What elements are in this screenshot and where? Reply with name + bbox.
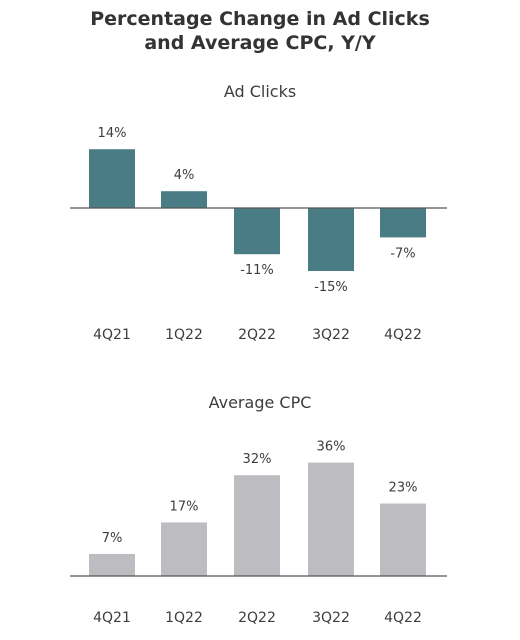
figure-title-line-1: Percentage Change in Ad Clicks <box>90 8 430 30</box>
average-cpc-bar-4q21 <box>89 553 135 576</box>
ad-clicks-data-label: 4% <box>174 168 195 183</box>
average-cpc-category-label: 4Q22 <box>384 610 422 626</box>
ad-clicks-category-label: 4Q21 <box>93 327 131 343</box>
average-cpc-category-label: 2Q22 <box>238 610 276 626</box>
ad-clicks-category-label: 2Q22 <box>238 327 276 343</box>
ad-clicks-data-label: 14% <box>98 126 127 141</box>
ad-clicks-chart-title: Ad Clicks <box>224 82 296 101</box>
ad-clicks-data-label: -7% <box>390 246 415 261</box>
average-cpc-data-label: 32% <box>243 452 272 467</box>
ad-clicks-bar-2q22 <box>234 208 280 255</box>
average-cpc-bar-3q22 <box>308 462 354 576</box>
average-cpc-data-label: 36% <box>317 440 346 455</box>
average-cpc-data-label: 23% <box>389 481 418 496</box>
average-cpc-category-label: 4Q21 <box>93 610 131 626</box>
ad-clicks-bar-3q22 <box>308 208 354 271</box>
figure-title-line-2: and Average CPC, Y/Y <box>144 32 376 54</box>
ad-clicks-bar-1q22 <box>161 191 207 208</box>
ad-clicks-bar-4q21 <box>89 149 135 208</box>
ad-clicks-bar-4q22 <box>380 208 426 238</box>
average-cpc-data-label: 7% <box>102 531 123 546</box>
average-cpc-data-label: 17% <box>170 499 199 514</box>
ad-clicks-data-label: -15% <box>314 280 348 295</box>
average-cpc-chart-title: Average CPC <box>209 393 312 412</box>
ad-clicks-category-label: 4Q22 <box>384 327 422 343</box>
average-cpc-bar-1q22 <box>161 522 207 576</box>
average-cpc-category-label: 1Q22 <box>165 610 203 626</box>
ad-clicks-data-label: -11% <box>240 263 274 278</box>
average-cpc-bar-4q22 <box>380 503 426 576</box>
average-cpc-bar-2q22 <box>234 475 280 576</box>
average-cpc-category-label: 3Q22 <box>312 610 350 626</box>
ad-clicks-category-label: 3Q22 <box>312 327 350 343</box>
ad-clicks-category-label: 1Q22 <box>165 327 203 343</box>
